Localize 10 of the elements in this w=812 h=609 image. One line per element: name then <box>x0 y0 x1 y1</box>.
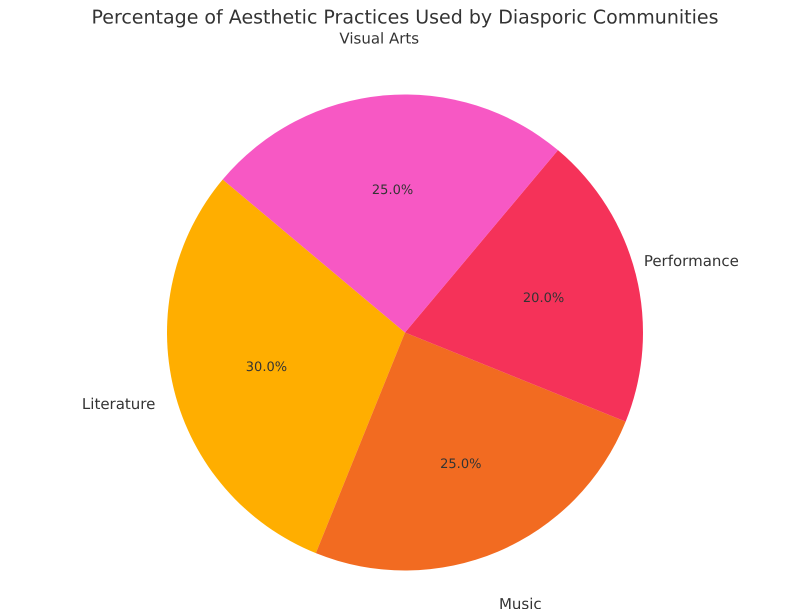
slice-label: Visual Arts <box>339 30 420 48</box>
data-label: 25.0% <box>372 183 414 198</box>
slice-label: Performance <box>644 252 739 270</box>
slice-label: Music <box>498 595 542 609</box>
slice-label: Literature <box>82 394 156 413</box>
data-label: 25.0% <box>440 456 482 472</box>
data-label: 20.0% <box>522 290 564 306</box>
data-label: 30.0% <box>246 360 288 376</box>
pie-slice <box>316 332 626 570</box>
chart-title: Percentage of Aesthetic Practices Used by Diasporic Communities <box>92 6 718 29</box>
